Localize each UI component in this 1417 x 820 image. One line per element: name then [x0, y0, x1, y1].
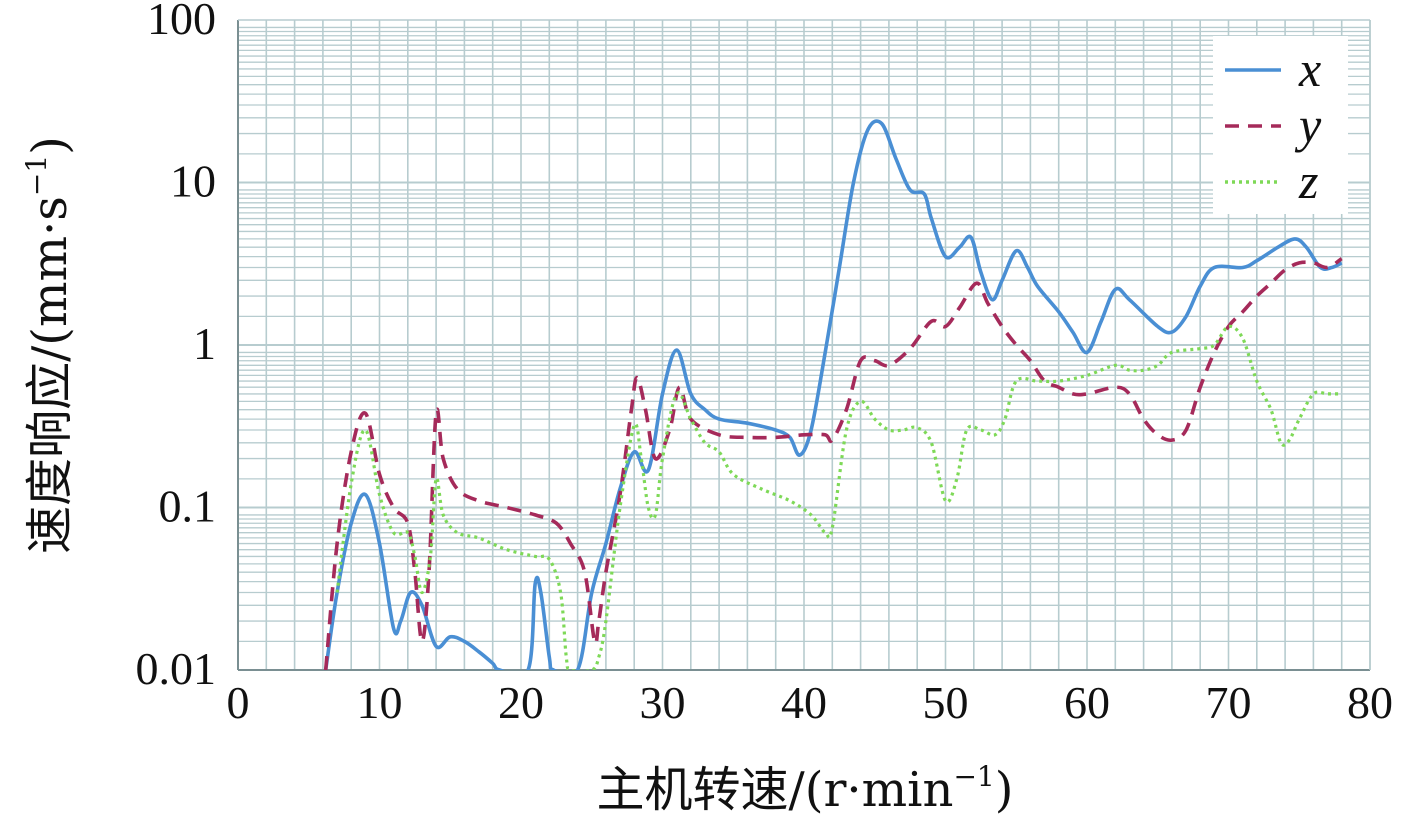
series-line-x: [323, 119, 1343, 670]
x-tick-label: 40: [781, 677, 827, 728]
y-axis-label: 速度响应/(mm·s−1): [20, 136, 78, 554]
y-tick-label: 10: [170, 156, 216, 207]
legend-label-x: x: [1298, 41, 1321, 97]
grid: [237, 20, 1371, 671]
y-axis-label-exponent: −1: [20, 155, 53, 196]
y-tick-label: 0.1: [159, 481, 217, 532]
x-tick-label: 60: [1064, 677, 1110, 728]
y-tick-label: 1: [193, 318, 216, 369]
series-layer: [323, 119, 1343, 670]
x-tick-label: 30: [640, 677, 686, 728]
tick-labels: 0 10 20 30 40 50 60 70 80 0.01 0.1 1 10 100: [136, 0, 1394, 728]
legend-label-z: z: [1298, 153, 1318, 209]
y-tick-label: 0.01: [136, 643, 217, 694]
x-tick-label: 10: [357, 677, 403, 728]
series-line-z: [335, 324, 1342, 670]
y-tick-label: 100: [147, 0, 216, 44]
x-axis-label: 主机转速/(r·min−1): [597, 760, 1014, 818]
x-tick-label: 20: [498, 677, 544, 728]
legend-label-y: y: [1294, 97, 1322, 153]
x-tick-label: 0: [227, 677, 250, 728]
x-tick-label: 70: [1206, 677, 1252, 728]
plot-frame: [237, 19, 1371, 671]
series-line-y: [323, 257, 1343, 670]
legend: xyz: [1213, 36, 1348, 214]
x-axis-label-exponent: −1: [953, 760, 994, 793]
x-tick-label: 50: [923, 677, 969, 728]
x-tick-label: 80: [1347, 677, 1393, 728]
